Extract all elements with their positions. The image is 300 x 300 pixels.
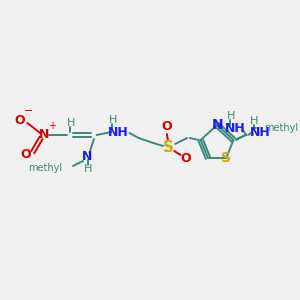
Text: NH: NH [225,122,246,134]
Text: methyl: methyl [265,123,298,133]
Text: H: H [67,118,75,128]
Text: O: O [15,113,26,127]
Text: H: H [84,164,93,174]
Text: S: S [221,151,231,165]
Text: +: + [48,121,56,131]
Text: methyl: methyl [28,163,62,173]
Text: H: H [250,116,259,126]
Text: −: − [24,106,33,116]
Text: N: N [82,151,92,164]
Text: NH: NH [250,127,270,140]
Text: O: O [162,121,172,134]
Text: S: S [163,140,174,154]
Text: NH: NH [108,125,129,139]
Text: N: N [211,118,223,132]
Text: O: O [20,148,31,160]
Text: O: O [181,152,191,164]
Text: H: H [109,115,117,125]
Text: N: N [39,128,49,142]
Text: H: H [226,111,235,121]
